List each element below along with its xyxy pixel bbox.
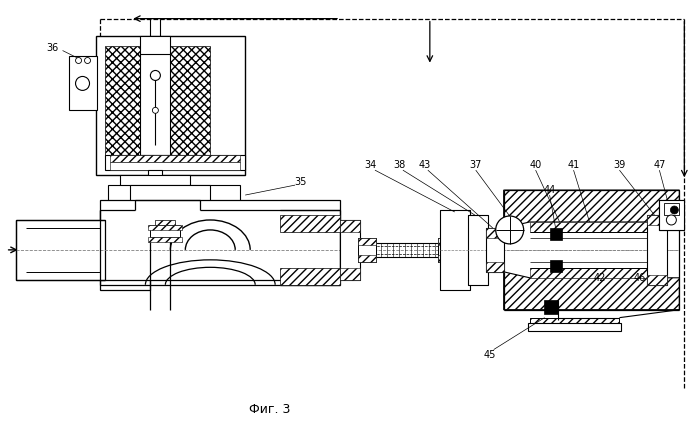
Polygon shape [106, 46, 140, 155]
Text: 35: 35 [294, 177, 306, 187]
Text: 34: 34 [364, 160, 376, 170]
Bar [69, 55, 96, 110]
Bar [440, 210, 470, 290]
Bar [106, 155, 245, 170]
Text: 40: 40 [530, 160, 542, 170]
Text: 38: 38 [394, 160, 406, 170]
Text: Фиг. 3: Фиг. 3 [250, 403, 291, 416]
Polygon shape [110, 155, 240, 162]
Bar [659, 200, 684, 230]
Bar [647, 215, 668, 285]
Bar [438, 238, 456, 262]
Circle shape [152, 107, 159, 113]
Bar [150, 225, 180, 237]
Circle shape [670, 206, 678, 214]
Bar [549, 228, 561, 240]
Circle shape [85, 58, 90, 63]
Polygon shape [530, 318, 619, 325]
Polygon shape [110, 162, 240, 170]
Circle shape [75, 58, 82, 63]
Circle shape [75, 76, 89, 90]
Text: 45: 45 [484, 350, 496, 360]
Text: 36: 36 [46, 43, 59, 52]
Circle shape [150, 70, 160, 81]
Bar [528, 322, 621, 331]
Polygon shape [155, 220, 175, 230]
Bar [120, 175, 190, 195]
Text: 46: 46 [633, 273, 646, 283]
Bar [468, 215, 488, 285]
Bar [96, 36, 245, 175]
Polygon shape [340, 268, 360, 280]
Bar [664, 203, 679, 215]
Polygon shape [438, 255, 456, 262]
Polygon shape [530, 222, 649, 232]
Polygon shape [440, 278, 470, 290]
Bar [101, 200, 340, 280]
Polygon shape [148, 237, 182, 242]
Polygon shape [358, 238, 376, 245]
Bar [131, 185, 210, 210]
Polygon shape [148, 225, 182, 230]
Polygon shape [530, 268, 649, 278]
Text: 47: 47 [653, 160, 665, 170]
Text: 41: 41 [568, 160, 579, 170]
Text: 43: 43 [419, 160, 431, 170]
Text: 44: 44 [544, 185, 556, 195]
Text: 42: 42 [593, 273, 606, 283]
Bar [358, 238, 376, 262]
Polygon shape [280, 268, 340, 285]
Polygon shape [340, 220, 360, 232]
Bar [544, 300, 558, 314]
Bar [659, 200, 684, 230]
Polygon shape [486, 262, 504, 272]
Circle shape [496, 216, 524, 244]
Bar [101, 210, 150, 290]
Bar [108, 185, 240, 210]
Polygon shape [647, 215, 668, 225]
Bar [486, 228, 504, 272]
Polygon shape [358, 255, 376, 262]
Bar [140, 36, 171, 54]
Polygon shape [440, 210, 470, 222]
Polygon shape [504, 190, 679, 228]
Bar [340, 220, 360, 280]
Polygon shape [486, 228, 504, 238]
Polygon shape [145, 205, 166, 220]
Circle shape [666, 215, 677, 225]
Bar [148, 170, 162, 210]
Polygon shape [468, 275, 488, 285]
Polygon shape [171, 46, 210, 155]
Polygon shape [438, 238, 456, 245]
Polygon shape [647, 275, 668, 285]
Bar [549, 260, 561, 272]
Polygon shape [280, 215, 340, 232]
Text: 39: 39 [613, 160, 626, 170]
Polygon shape [504, 272, 679, 310]
Bar [140, 51, 171, 155]
Polygon shape [468, 215, 488, 225]
Text: 37: 37 [470, 160, 482, 170]
Bar [15, 220, 106, 280]
